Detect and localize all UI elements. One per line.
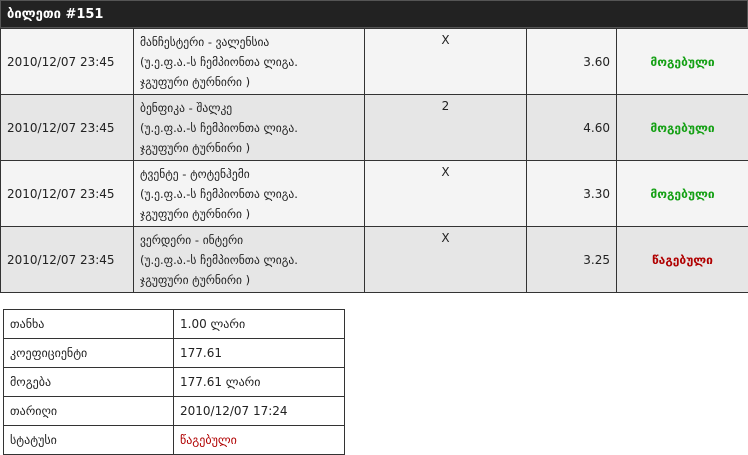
match-name: ბენფიკა - შალკე bbox=[140, 98, 358, 118]
stage: ჯგუფური ტურნირი ) bbox=[140, 204, 358, 224]
bet-row: 2010/12/07 23:45 ტვენტე - ტოტენჰემი(უ.ე.… bbox=[1, 161, 748, 227]
ticket-title: ბილეთი #151 bbox=[0, 0, 748, 28]
summary-label: თარიღი bbox=[4, 397, 174, 426]
league: (უ.ე.ფ.ა.-ს ჩემპიონთა ლიგა. bbox=[140, 118, 358, 138]
bet-event: ვერდერი - ინტერი(უ.ე.ფ.ა.-ს ჩემპიონთა ლი… bbox=[134, 227, 365, 293]
bet-pick: 2 bbox=[365, 95, 527, 161]
bet-event: ბენფიკა - შალკე(უ.ე.ფ.ა.-ს ჩემპიონთა ლიგ… bbox=[134, 95, 365, 161]
bet-pick: X bbox=[365, 29, 527, 95]
bet-status: მოგებული bbox=[617, 95, 748, 161]
bet-date: 2010/12/07 23:45 bbox=[1, 227, 134, 293]
bet-odds: 3.30 bbox=[527, 161, 617, 227]
league: (უ.ე.ფ.ა.-ს ჩემპიონთა ლიგა. bbox=[140, 250, 358, 270]
bet-status: მოგებული bbox=[617, 161, 748, 227]
summary-value: 2010/12/07 17:24 bbox=[174, 397, 345, 426]
bet-odds: 4.60 bbox=[527, 95, 617, 161]
bet-date: 2010/12/07 23:45 bbox=[1, 161, 134, 227]
bet-odds: 3.60 bbox=[527, 29, 617, 95]
bet-status: მოგებული bbox=[617, 29, 748, 95]
league: (უ.ე.ფ.ა.-ს ჩემპიონთა ლიგა. bbox=[140, 52, 358, 72]
bets-table: 2010/12/07 23:45 მანჩესტერი - ვალენსია(უ… bbox=[0, 28, 748, 293]
match-name: ვერდერი - ინტერი bbox=[140, 230, 358, 250]
summary-value: 1.00 ლარი bbox=[174, 310, 345, 339]
bet-pick: X bbox=[365, 227, 527, 293]
match-name: მანჩესტერი - ვალენსია bbox=[140, 32, 358, 52]
summary-label: კოეფიციენტი bbox=[4, 339, 174, 368]
summary-value: 177.61 ლარი bbox=[174, 368, 345, 397]
bet-status: წაგებული bbox=[617, 227, 748, 293]
bet-date: 2010/12/07 23:45 bbox=[1, 29, 134, 95]
summary-value: წაგებული bbox=[174, 426, 345, 455]
stage: ჯგუფური ტურნირი ) bbox=[140, 270, 358, 290]
stage: ჯგუფური ტურნირი ) bbox=[140, 138, 358, 158]
summary-label: თანხა bbox=[4, 310, 174, 339]
stage: ჯგუფური ტურნირი ) bbox=[140, 72, 358, 92]
bet-row: 2010/12/07 23:45 ბენფიკა - შალკე(უ.ე.ფ.ა… bbox=[1, 95, 748, 161]
summary-value: 177.61 bbox=[174, 339, 345, 368]
bet-row: 2010/12/07 23:45 მანჩესტერი - ვალენსია(უ… bbox=[1, 29, 748, 95]
bet-event: ტვენტე - ტოტენჰემი(უ.ე.ფ.ა.-ს ჩემპიონთა … bbox=[134, 161, 365, 227]
bet-event: მანჩესტერი - ვალენსია(უ.ე.ფ.ა.-ს ჩემპიონ… bbox=[134, 29, 365, 95]
match-name: ტვენტე - ტოტენჰემი bbox=[140, 164, 358, 184]
bet-date: 2010/12/07 23:45 bbox=[1, 95, 134, 161]
bet-row: 2010/12/07 23:45 ვერდერი - ინტერი(უ.ე.ფ.… bbox=[1, 227, 748, 293]
summary-label: მოგება bbox=[4, 368, 174, 397]
bet-odds: 3.25 bbox=[527, 227, 617, 293]
bet-pick: X bbox=[365, 161, 527, 227]
summary-label: სტატუსი bbox=[4, 426, 174, 455]
league: (უ.ე.ფ.ა.-ს ჩემპიონთა ლიგა. bbox=[140, 184, 358, 204]
